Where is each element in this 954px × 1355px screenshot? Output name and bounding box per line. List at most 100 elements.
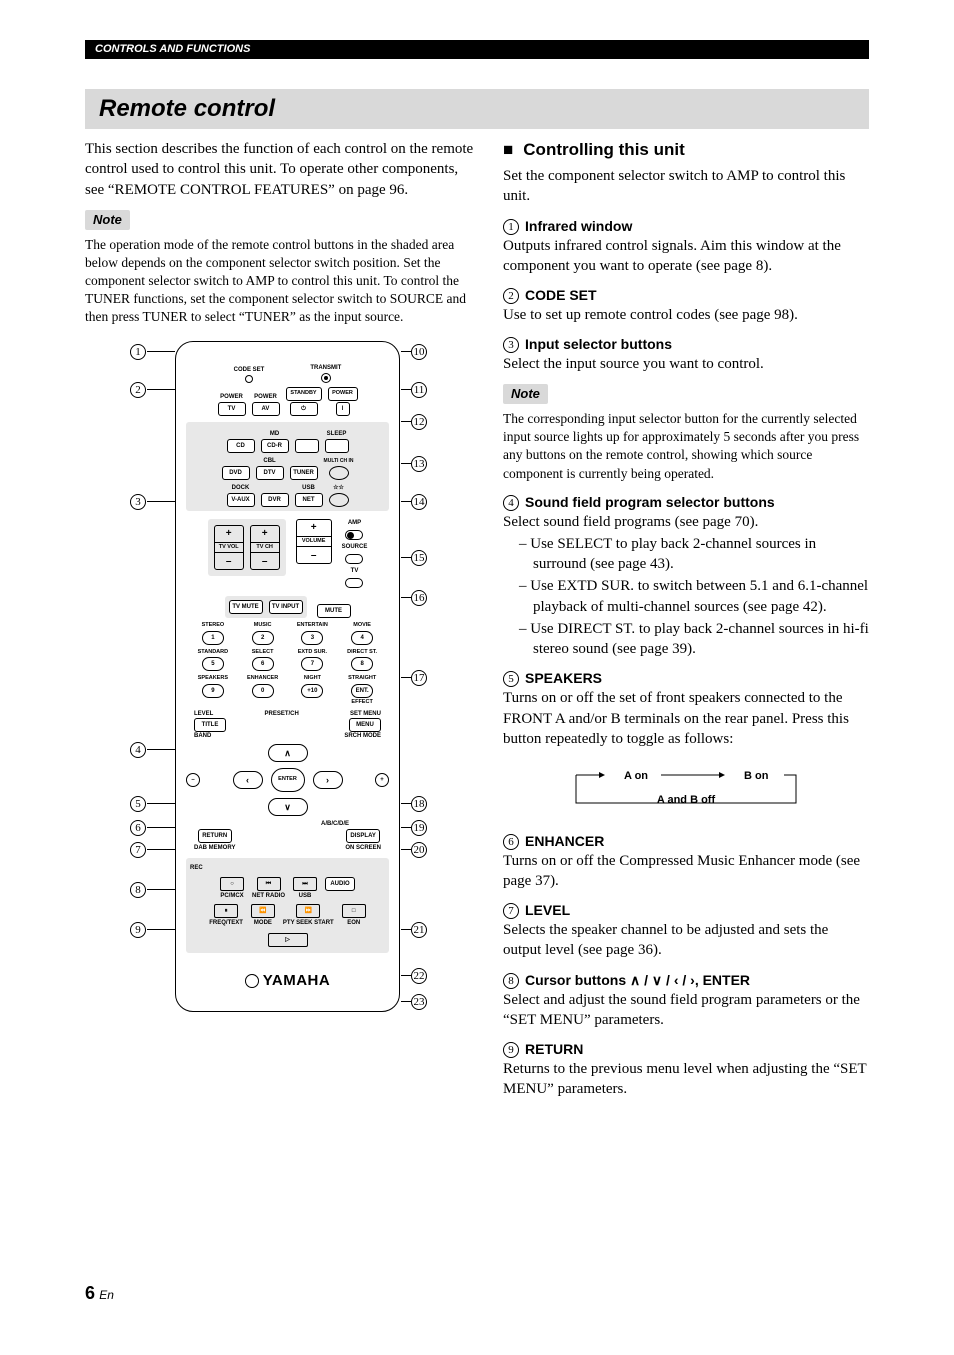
ext-power-btn: l bbox=[336, 402, 350, 416]
volume-box: +VOLUME– bbox=[296, 519, 332, 564]
transmit-label: TRANSMIT bbox=[310, 364, 341, 372]
callout-12: 12 bbox=[411, 414, 427, 430]
callout-17: 17 bbox=[411, 670, 427, 686]
srch-label: SRCH MODE bbox=[344, 732, 381, 740]
stars-label: ☆☆ bbox=[333, 484, 344, 492]
title-btn: TITLE bbox=[194, 718, 226, 732]
page-number: 6 En bbox=[85, 1281, 869, 1305]
source-label: SOURCE bbox=[342, 543, 368, 551]
audio-btn: AUDIO bbox=[325, 877, 355, 891]
tvvol-box: +TV VOL– bbox=[214, 525, 244, 570]
power-label: POWER bbox=[220, 393, 243, 401]
callout-6: 6 bbox=[130, 820, 146, 836]
blank-btn bbox=[295, 439, 319, 453]
cd-btn: CD bbox=[227, 439, 255, 453]
level-label: LEVEL bbox=[194, 710, 213, 718]
multi-label: MULTI CH IN bbox=[324, 458, 354, 465]
callout-1: 1 bbox=[130, 344, 146, 360]
callout-3: 3 bbox=[130, 494, 146, 510]
callout-11: 11 bbox=[411, 382, 427, 398]
callout-2: 2 bbox=[130, 382, 146, 398]
subheading-body: Set the component selector switch to AMP… bbox=[503, 166, 869, 207]
remote-diagram: 1 2 3 4 5 6 7 8 9 10 11 12 13 bbox=[85, 341, 475, 1241]
item-9: 9RETURN Returns to the previous menu lev… bbox=[503, 1040, 869, 1099]
stop-btn: □ bbox=[342, 904, 366, 918]
md-label: MD bbox=[270, 430, 279, 438]
cbl-label: CBL bbox=[263, 457, 275, 465]
dvr-btn: DVR bbox=[261, 493, 289, 507]
subheading: ■Controlling this unit bbox=[503, 139, 869, 162]
ffw-btn: ⏩ bbox=[296, 904, 320, 918]
item-6: 6ENHANCER Turns on or off the Compressed… bbox=[503, 832, 869, 891]
pause-btn: ⏸ bbox=[214, 904, 238, 918]
standby-icon: ⏻ bbox=[290, 402, 318, 416]
net-btn: NET bbox=[295, 493, 323, 507]
page-title: Remote control bbox=[85, 89, 869, 129]
item-2: 2CODE SET Use to set up remote control c… bbox=[503, 286, 869, 325]
dvd-btn: DVD bbox=[222, 466, 250, 480]
callout-22: 22 bbox=[411, 968, 427, 984]
vaux-btn: V-AUX bbox=[227, 493, 255, 507]
mute-btn: MUTE bbox=[317, 604, 351, 618]
callout-10: 10 bbox=[411, 344, 427, 360]
nav-ring: ∧ ∨ ‹ › ENTER bbox=[233, 744, 343, 816]
svg-text:B on: B on bbox=[744, 770, 769, 782]
svg-text:A on: A on bbox=[624, 770, 648, 782]
codeset-label: CODE SET bbox=[234, 366, 265, 374]
callout-8: 8 bbox=[130, 882, 146, 898]
item-4: 4Sound field program selector buttons Se… bbox=[503, 493, 869, 660]
callout-9: 9 bbox=[130, 922, 146, 938]
sleep-label: SLEEP bbox=[327, 430, 347, 438]
abcde-label: A/B/C/D/E bbox=[321, 821, 349, 827]
intro-text: This section describes the function of e… bbox=[85, 139, 475, 200]
display-btn: DISPLAY bbox=[346, 829, 380, 843]
program-grid: STEREO1 MUSIC2 ENTERTAIN3 MOVIE4 STANDAR… bbox=[186, 622, 389, 706]
speaker-toggle-diagram: A on B on A and B off bbox=[556, 763, 816, 822]
sleep-btn bbox=[325, 439, 349, 453]
item-7: 7LEVEL Selects the speaker channel to be… bbox=[503, 901, 869, 960]
star-btn bbox=[329, 493, 349, 507]
amp-label: AMP bbox=[348, 519, 361, 527]
power-label2: POWER bbox=[254, 393, 277, 401]
next-btn: ⏭ bbox=[293, 877, 317, 891]
band-label: BAND bbox=[194, 732, 211, 740]
callout-16: 16 bbox=[411, 590, 427, 606]
tuner-btn: TUNER bbox=[290, 466, 318, 480]
return-btn: RETURN bbox=[198, 829, 232, 843]
callout-18: 18 bbox=[411, 796, 427, 812]
callout-21: 21 bbox=[411, 922, 427, 938]
nav-minus: – bbox=[186, 773, 200, 787]
prev-btn: ⏮ bbox=[257, 877, 281, 891]
item-8: 8Cursor buttons ∧ / ∨ / ‹ / ›, ENTER Sel… bbox=[503, 971, 869, 1030]
callout-13: 13 bbox=[411, 456, 427, 472]
menu-btn: MENU bbox=[349, 718, 381, 732]
remote-body: CODE SET TRANSMIT POWERTV POWERAV STANDB… bbox=[175, 341, 400, 1013]
preset-label: PRESET/CH bbox=[264, 710, 298, 718]
brand-logo: YAMAHA bbox=[186, 971, 389, 991]
section-header: CONTROLS AND FUNCTIONS bbox=[85, 40, 869, 59]
multich-btn bbox=[329, 466, 349, 480]
ext-power-label: POWER bbox=[328, 387, 358, 401]
rew-btn: ⏪ bbox=[251, 904, 275, 918]
usb-label: USB bbox=[302, 484, 315, 492]
av-power-btn: AV bbox=[252, 402, 280, 416]
callout-19: 19 bbox=[411, 820, 427, 836]
callout-4: 4 bbox=[130, 742, 146, 758]
item-1: 1Infrared window Outputs infrared contro… bbox=[503, 217, 869, 276]
tvmute-btn: TV MUTE bbox=[229, 600, 263, 614]
tvinput-btn: TV INPUT bbox=[269, 600, 303, 614]
callout-15: 15 bbox=[411, 550, 427, 566]
right-column: ■Controlling this unit Set the component… bbox=[503, 139, 869, 1240]
callout-7: 7 bbox=[130, 842, 146, 858]
svg-text:A and B off: A and B off bbox=[657, 794, 716, 806]
dtv-btn: DTV bbox=[256, 466, 284, 480]
left-column: This section describes the function of e… bbox=[85, 139, 475, 1240]
item-3: 3Input selector buttons Select the input… bbox=[503, 335, 869, 374]
tvch-box: +TV CH– bbox=[250, 525, 280, 570]
rec-label: REC bbox=[190, 865, 203, 871]
play-btn: ▷ bbox=[268, 933, 308, 947]
callout-23: 23 bbox=[411, 994, 427, 1010]
callout-5: 5 bbox=[130, 796, 146, 812]
standby-btn: STANDBY bbox=[286, 387, 322, 401]
note-body-left: The operation mode of the remote control… bbox=[85, 236, 475, 327]
